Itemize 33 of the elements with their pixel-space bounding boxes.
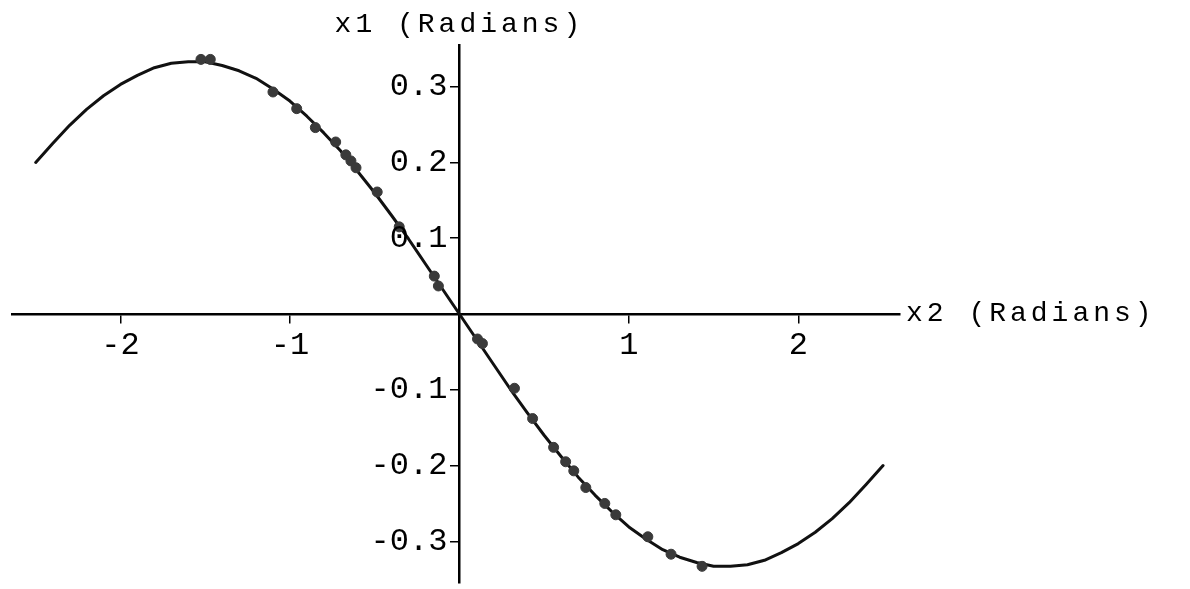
point — [580, 482, 592, 494]
point — [548, 441, 560, 453]
y-tick-label: -0.2 — [370, 447, 448, 485]
point — [195, 53, 207, 65]
x-tick-label: 1 — [619, 326, 639, 364]
point — [527, 413, 539, 425]
point — [508, 382, 520, 394]
point — [560, 456, 572, 468]
x-tick-label: 2 — [788, 326, 808, 364]
y-tick-label: 0.2 — [389, 143, 448, 181]
point — [642, 531, 654, 543]
point — [568, 465, 580, 477]
x-axis-title: x2 (Radians) — [906, 298, 1156, 330]
point — [476, 338, 488, 350]
point — [428, 270, 440, 282]
point — [599, 497, 611, 509]
y-axis-title: x1 (Radians) — [334, 9, 585, 41]
x-tick-label: -2 — [101, 326, 140, 364]
point — [291, 103, 303, 115]
point — [696, 560, 708, 572]
point — [330, 136, 342, 148]
y-tick-label: 0.3 — [389, 68, 448, 106]
y-tick-label: -0.1 — [370, 371, 448, 409]
point — [665, 548, 677, 560]
point — [432, 280, 444, 292]
y-tick-label: -0.3 — [370, 522, 448, 560]
point — [309, 122, 321, 134]
point — [204, 53, 216, 65]
point — [350, 162, 362, 174]
point — [371, 186, 383, 198]
x-tick-label: -1 — [270, 326, 310, 364]
point — [267, 86, 279, 98]
point — [610, 509, 622, 521]
